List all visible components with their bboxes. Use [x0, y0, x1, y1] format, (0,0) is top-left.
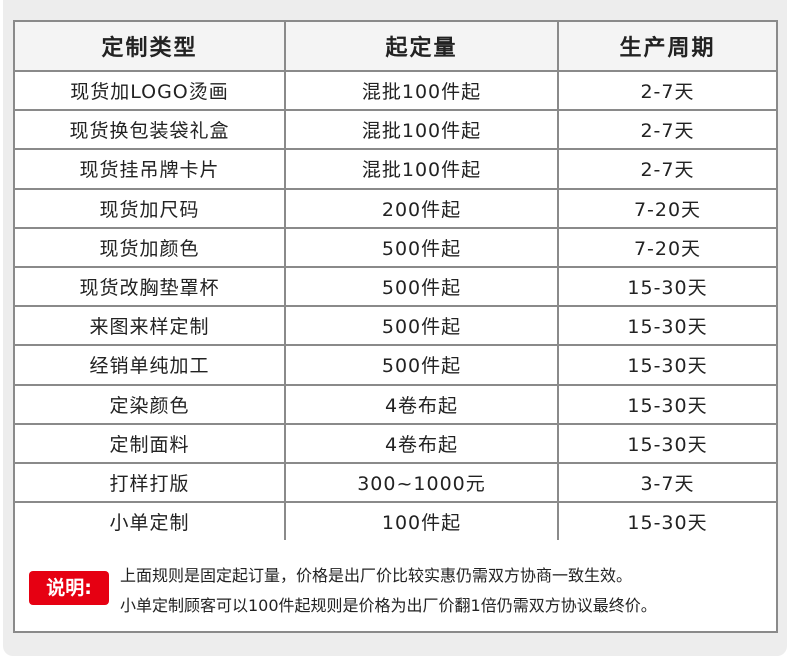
cell-type: 现货加尺码 [13, 187, 286, 229]
cell-type: 定染颜色 [13, 383, 286, 425]
cell-cycle: 15-30天 [557, 265, 778, 308]
cell-type: 现货改胸垫罩杯 [13, 265, 286, 308]
cell-cycle: 15-30天 [557, 344, 778, 386]
cell-moq: 混批100件起 [284, 69, 559, 112]
cell-cycle: 15-30天 [557, 383, 778, 425]
cell-type: 现货加LOGO烫画 [13, 69, 286, 112]
cell-cycle: 15-30天 [557, 501, 778, 543]
cell-moq: 500件起 [284, 226, 559, 268]
cell-type: 现货换包装袋礼盒 [13, 109, 286, 151]
cell-moq: 4卷布起 [284, 383, 559, 425]
cell-type: 定制面料 [13, 422, 286, 464]
cell-cycle: 3-7天 [557, 461, 778, 504]
cell-type: 打样打版 [13, 461, 286, 504]
cell-moq: 300~1000元 [284, 461, 559, 504]
table-row: 现货加LOGO烫画 混批100件起 2-7天 [13, 69, 778, 112]
header-moq: 起定量 [284, 20, 559, 72]
cell-moq: 500件起 [284, 305, 559, 347]
cell-moq: 混批100件起 [284, 148, 559, 190]
table-row: 定制面料 4卷布起 15-30天 [13, 422, 778, 464]
table-row: 小单定制 100件起 15-30天 [13, 501, 778, 543]
cell-cycle: 2-7天 [557, 148, 778, 190]
cell-moq: 500件起 [284, 265, 559, 308]
note-badge: 说明: [29, 571, 109, 605]
cell-moq: 混批100件起 [284, 109, 559, 151]
header-type: 定制类型 [13, 20, 286, 72]
cell-type: 现货加颜色 [13, 226, 286, 268]
cell-cycle: 15-30天 [557, 422, 778, 464]
header-row: 定制类型 起定量 生产周期 [13, 20, 778, 72]
note-box: 说明: 上面规则是固定起订量，价格是出厂价比较实惠仍需双方协商一致生效。 小单定… [13, 540, 778, 633]
table-row: 定染颜色 4卷布起 15-30天 [13, 383, 778, 425]
table-row: 来图来样定制 500件起 15-30天 [13, 305, 778, 347]
cell-moq: 500件起 [284, 344, 559, 386]
cell-moq: 100件起 [284, 501, 559, 543]
table-row: 打样打版 300~1000元 3-7天 [13, 461, 778, 504]
cell-cycle: 7-20天 [557, 226, 778, 268]
cell-cycle: 2-7天 [557, 109, 778, 151]
cell-type: 现货挂吊牌卡片 [13, 148, 286, 190]
cell-cycle: 15-30天 [557, 305, 778, 347]
cell-type: 来图来样定制 [13, 305, 286, 347]
header-cycle: 生产周期 [557, 20, 778, 72]
customization-table: 定制类型 起定量 生产周期 现货加LOGO烫画 混批100件起 2-7天 现货换包装袋… [13, 20, 778, 543]
cell-moq: 4卷布起 [284, 422, 559, 464]
table-row: 经销单纯加工 500件起 15-30天 [13, 344, 778, 386]
cell-type: 经销单纯加工 [13, 344, 286, 386]
cell-moq: 200件起 [284, 187, 559, 229]
table-row: 现货挂吊牌卡片 混批100件起 2-7天 [13, 148, 778, 190]
note-line-1: 上面规则是固定起订量，价格是出厂价比较实惠仍需双方协商一致生效。 [120, 566, 633, 585]
cell-type: 小单定制 [13, 501, 286, 543]
cell-cycle: 7-20天 [557, 187, 778, 229]
table-row: 现货改胸垫罩杯 500件起 15-30天 [13, 265, 778, 308]
note-line-2: 小单定制顾客可以100件起规则是价格为出厂价翻1倍仍需双方协议最终价。 [120, 596, 657, 615]
cell-cycle: 2-7天 [557, 69, 778, 112]
table-row: 现货加颜色 500件起 7-20天 [13, 226, 778, 268]
table-row: 现货换包装袋礼盒 混批100件起 2-7天 [13, 109, 778, 151]
table-row: 现货加尺码 200件起 7-20天 [13, 187, 778, 229]
